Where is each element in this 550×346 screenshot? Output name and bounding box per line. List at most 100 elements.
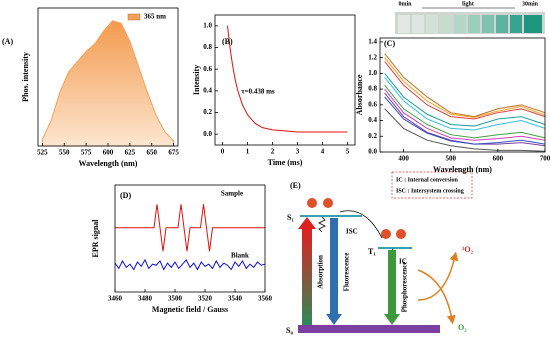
x-tick-label: 2 bbox=[271, 148, 275, 156]
x-tick-label: 3540 bbox=[228, 295, 243, 303]
vial bbox=[482, 15, 494, 33]
x-tick-label: 575 bbox=[81, 149, 92, 157]
y-tick-label: 0.8 bbox=[368, 85, 377, 93]
panel-e: (E) IC : Internal conversion ISC : Inter… bbox=[286, 171, 474, 335]
y-tick-label: 1.4 bbox=[368, 38, 377, 46]
arrow-head bbox=[298, 217, 316, 229]
line bbox=[384, 84, 546, 139]
y-tick-label: 0.6 bbox=[368, 100, 377, 108]
line bbox=[384, 76, 546, 131]
x-tick-label: 625 bbox=[125, 149, 136, 157]
y-tick-label: 0.2 bbox=[368, 132, 377, 140]
energy-arrow bbox=[417, 269, 456, 325]
x-tick-label: 5 bbox=[346, 148, 350, 156]
arrow-head bbox=[384, 314, 400, 325]
plot-frame bbox=[379, 37, 546, 153]
vial bbox=[496, 15, 508, 33]
fluorescence-label: Fluorescence bbox=[343, 253, 351, 292]
x-tick-label: 3500 bbox=[168, 295, 183, 303]
x-axis-label: Magnetic field / Gauss bbox=[152, 305, 228, 314]
line bbox=[227, 25, 348, 133]
arrow-head bbox=[326, 314, 342, 325]
y-tick-label: 0.4 bbox=[203, 86, 212, 94]
y-tick-label: 0.4 bbox=[368, 116, 377, 124]
line bbox=[115, 204, 265, 252]
vial bbox=[440, 15, 452, 33]
x-tick-label: 525 bbox=[37, 149, 48, 157]
y-tick-label: 1.0 bbox=[203, 21, 212, 29]
isc-arrow bbox=[339, 210, 383, 239]
s0-label: S₀ bbox=[286, 326, 293, 335]
annotation: Blank bbox=[231, 252, 249, 260]
x-tick-label: 4 bbox=[321, 148, 325, 156]
x-tick-label: 600 bbox=[493, 155, 504, 163]
vial bbox=[468, 15, 480, 33]
key-text: ISC : Intersystem crossing bbox=[396, 188, 464, 194]
y-tick-label: 0.6 bbox=[203, 65, 212, 73]
t1-label: T₁ bbox=[368, 247, 376, 256]
x-tick-label: 1 bbox=[246, 148, 250, 156]
fluorescence-arrow bbox=[330, 218, 338, 316]
x-tick-label: 3460 bbox=[108, 295, 123, 303]
line bbox=[384, 61, 546, 120]
y-axis-label: Phos. intensity bbox=[21, 52, 30, 102]
panel-label: (D) bbox=[120, 191, 131, 200]
absorption-label: Absorption bbox=[317, 255, 325, 289]
x-axis-label: Wavelength (nm) bbox=[433, 165, 492, 174]
s0-level bbox=[298, 325, 440, 333]
electron bbox=[323, 198, 333, 208]
vial bbox=[524, 15, 542, 33]
energy-arrow bbox=[417, 251, 459, 301]
panel-label: (A) bbox=[2, 37, 13, 46]
ic-label: IC bbox=[399, 258, 407, 266]
plot-frame bbox=[114, 184, 266, 293]
line bbox=[384, 57, 546, 118]
vial bbox=[426, 15, 438, 33]
x-tick-label: 650 bbox=[147, 149, 158, 157]
line bbox=[384, 96, 546, 145]
x-tick-label: 3520 bbox=[198, 295, 213, 303]
line bbox=[384, 88, 546, 141]
x-axis-label: Time (ms) bbox=[268, 158, 303, 167]
singlet-oxygen: ¹O₂ bbox=[462, 245, 474, 254]
x-tick-label: 3 bbox=[296, 148, 300, 156]
legend-label: 365 nm bbox=[144, 13, 166, 21]
panel-label: (E) bbox=[290, 181, 301, 190]
panel-label: (C) bbox=[384, 39, 395, 48]
annotation: τ=0.438 ms bbox=[241, 88, 275, 96]
s1-label: S₁ bbox=[287, 213, 294, 222]
x-tick-label: 3560 bbox=[258, 295, 273, 303]
panel-label: (B) bbox=[222, 37, 233, 46]
x-tick-label: 600 bbox=[103, 149, 114, 157]
ic-squiggle bbox=[318, 216, 326, 233]
x-axis-label: Wavelength (nm) bbox=[79, 159, 138, 168]
vial bbox=[398, 15, 410, 33]
line bbox=[114, 258, 266, 271]
plot-frame bbox=[214, 14, 356, 146]
y-axis-label: EPR signal bbox=[91, 219, 100, 258]
y-tick-label: 0.2 bbox=[203, 108, 212, 116]
key-text: IC : Internal conversion bbox=[396, 177, 458, 183]
annotation: light bbox=[462, 1, 474, 7]
electron bbox=[396, 229, 406, 239]
y-tick-label: 1.0 bbox=[368, 69, 377, 77]
x-tick-label: 500 bbox=[445, 155, 456, 163]
vial bbox=[412, 15, 424, 33]
area bbox=[41, 20, 175, 147]
legend-swatch bbox=[127, 13, 141, 21]
y-axis-label: Absorbance bbox=[355, 74, 364, 115]
y-tick-label: 0.0 bbox=[368, 148, 377, 156]
phosphorescence-label: Phosphorescence bbox=[401, 262, 409, 313]
x-tick-label: 700 bbox=[540, 155, 550, 163]
electron bbox=[307, 198, 317, 208]
isc-label: ISC bbox=[346, 228, 358, 236]
x-tick-label: 400 bbox=[398, 155, 409, 163]
x-tick-label: 675 bbox=[168, 149, 179, 157]
line bbox=[384, 73, 546, 127]
absorption-arrow bbox=[302, 228, 312, 325]
annotation: Sample bbox=[221, 190, 243, 198]
phosphorescence-arrow bbox=[388, 250, 396, 316]
y-tick-label: 1.2 bbox=[368, 53, 377, 61]
vial bbox=[454, 15, 466, 33]
